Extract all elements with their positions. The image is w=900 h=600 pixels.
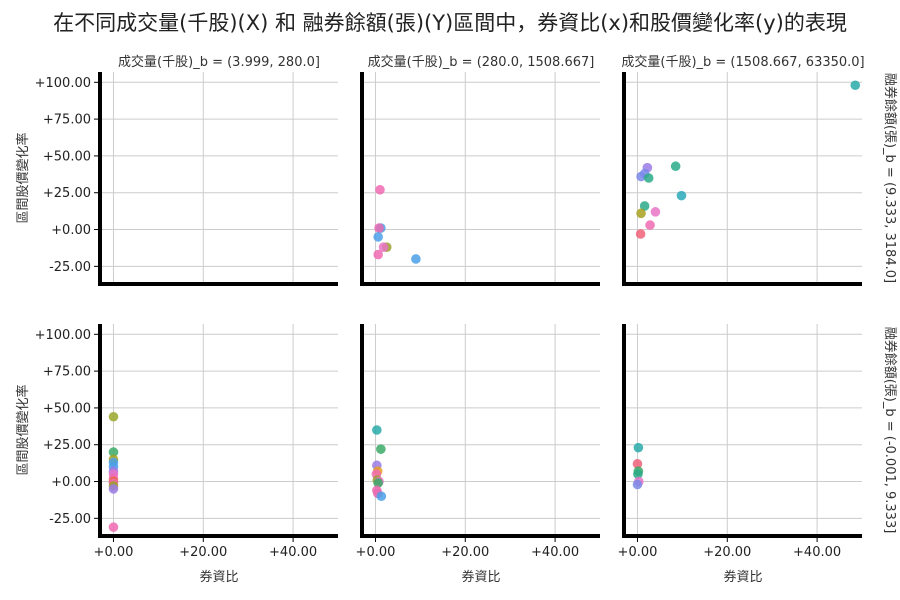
- x-tick-label: +0.00: [94, 545, 134, 560]
- chart-title: 在不同成交量(千股)(X) 和 融券餘額(張)(Y)區間中，券資比(x)和股價變…: [53, 11, 847, 35]
- y-tick-label: +0.00: [51, 475, 91, 490]
- x-tick-label: +20.00: [703, 545, 751, 560]
- panel-r0-c1: 成交量(千股)_b = (280.0, 1508.667]: [360, 54, 600, 286]
- y-axis-label: 區間股價變化率: [15, 132, 31, 223]
- data-point: [636, 171, 646, 182]
- x-tick-label: +40.00: [793, 545, 841, 560]
- data-point: [411, 254, 421, 264]
- data-point: [633, 469, 643, 479]
- x-tick-label: +20.00: [179, 545, 227, 560]
- y-tick-label: +25.00: [43, 186, 91, 201]
- x-tick-label: +40.00: [531, 545, 579, 560]
- data-point: [108, 411, 119, 422]
- row-facet-title: 融券餘額(張)_b = (9.333, 3184.0]: [882, 73, 898, 283]
- data-point: [632, 479, 643, 490]
- data-point: [378, 242, 389, 252]
- x-tick-label: +0.00: [356, 545, 396, 560]
- data-point: [670, 161, 681, 172]
- x-tick-label: +40.00: [269, 545, 317, 560]
- panels-group: +100.00 +75.00 +50.00 +25.00 +0.00 -25.00 區間股價…: [15, 54, 898, 585]
- data-point: [636, 208, 646, 219]
- y-tick-label: +75.00: [43, 113, 91, 128]
- data-point: [633, 442, 644, 453]
- data-point: [373, 232, 383, 242]
- y-axis-label: 區間股價變化率: [15, 384, 31, 475]
- x-axis-label: 券資比: [199, 569, 238, 585]
- y-tick-label: +75.00: [43, 365, 91, 380]
- data-point: [632, 459, 643, 469]
- column-facet-title: 成交量(千股)_b = (1508.667, 63350.0]: [621, 54, 864, 70]
- data-point: [639, 201, 650, 211]
- y-tick-label: -25.00: [49, 260, 91, 275]
- x-tick-label: +0.00: [618, 545, 658, 560]
- column-facet-title: 成交量(千股)_b = (3.999, 280.0]: [118, 54, 320, 70]
- data-point: [635, 229, 646, 239]
- y-tick-label: +100.00: [35, 328, 91, 343]
- data-point: [376, 491, 387, 502]
- x-axis-label: 券資比: [461, 569, 500, 585]
- y-tick-label: +25.00: [43, 438, 91, 453]
- data-point: [373, 249, 383, 260]
- data-point: [376, 444, 386, 454]
- data-point: [373, 478, 383, 488]
- data-point: [643, 173, 654, 183]
- data-point: [374, 223, 384, 233]
- panel-r1-c0: +100.00 +75.00 +50.00 +25.00 +0.00 -25.00 區間股價…: [15, 324, 338, 585]
- panel-r0-c2: 成交量(千股)_b = (1508.667, 63350.0] 融券餘額(張)_b…: [621, 54, 898, 286]
- y-tick-label: +50.00: [43, 149, 91, 164]
- data-point: [676, 190, 687, 201]
- panel-r1-c1: +0.00 +20.00 +40.00 券資比: [356, 324, 600, 585]
- y-tick-label: +100.00: [35, 76, 91, 91]
- y-tick-label: +50.00: [43, 401, 91, 416]
- row-facet-title: 融券餘額(張)_b = (-0.001, 9.333]: [882, 327, 898, 534]
- data-point: [108, 522, 119, 532]
- panel-r0-c0: +100.00 +75.00 +50.00 +25.00 +0.00 -25.00 區間股價…: [15, 54, 338, 286]
- y-tick-label: -25.00: [49, 512, 91, 527]
- data-point: [850, 80, 861, 91]
- x-axis-label: 券資比: [723, 569, 762, 585]
- y-tick-label: +0.00: [51, 223, 91, 238]
- data-point: [375, 184, 385, 195]
- column-facet-title: 成交量(千股)_b = (280.0, 1508.667]: [368, 54, 595, 70]
- x-tick-label: +20.00: [441, 545, 489, 560]
- panel-r1-c2: +0.00 +20.00 +40.00 券資比 融券餘額(張)_b = (-0.001,…: [618, 324, 898, 585]
- data-point: [645, 220, 655, 230]
- data-point: [650, 207, 661, 217]
- data-point: [108, 447, 119, 457]
- data-point: [372, 425, 382, 435]
- data-point: [108, 484, 119, 494]
